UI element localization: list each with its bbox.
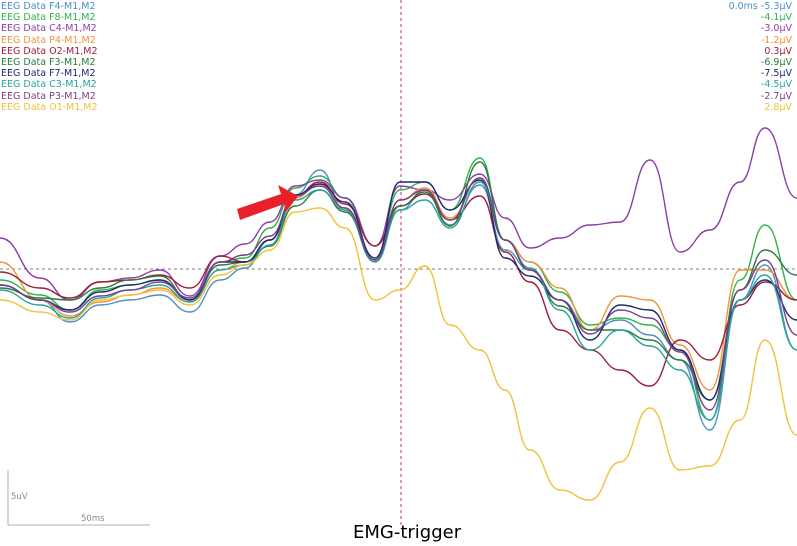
eeg-trace-5 (0, 181, 797, 387)
channel-value: -7.5µV (760, 68, 792, 80)
channel-value: -4.5µV (760, 79, 792, 91)
cursor-time: 0.0ms -5.3µV (728, 1, 792, 12)
channel-label: EEG Data O1-M1,M2 (1, 101, 98, 113)
time-scale-label: 50ms (81, 514, 105, 524)
eeg-trace-1 (0, 169, 797, 431)
emg-trigger-caption: EMG-trigger (353, 522, 462, 543)
channel-label: EEG Data F7-M1,M2 (1, 68, 96, 80)
channel-label: EEG Data O2-M1,M2 (1, 45, 98, 57)
eeg-trace-8 (0, 181, 797, 421)
channel-value: -6.9µV (760, 57, 792, 69)
channel-label: EEG Data P3-M1,M2 (1, 90, 96, 102)
arrow-icon (237, 185, 298, 220)
channel-label: EEG Data P4-M1,M2 (1, 34, 96, 46)
channel-legend: EEG Data F4-M1,M2 EEG Data F8-M1,M2 EEG Da… (1, 1, 98, 113)
eeg-traces (0, 127, 797, 501)
channel-value: 0.3µV (764, 45, 792, 57)
eeg-trace-7 (0, 179, 797, 401)
channel-label: EEG Data C4-M1,M2 (1, 23, 97, 35)
channel-value: -2.7µV (760, 90, 792, 102)
channel-value: -4.1µV (760, 12, 792, 24)
eeg-trace-10 (0, 207, 797, 501)
channel-label: EEG Data F4-M1,M2 (1, 1, 96, 12)
channel-values: 0.0ms -5.3µV -4.1µV -3.0µV -1.2µV 0.3µV -6.9… (729, 1, 792, 113)
channel-label: EEG Data F8-M1,M2 (1, 12, 96, 24)
eeg-trace-9 (0, 177, 797, 411)
channel-value: -3.0µV (760, 23, 792, 35)
channel-label: EEG Data C3-M1,M2 (1, 79, 97, 91)
channel-value: -1.2µV (760, 34, 792, 46)
eeg-trace-3 (0, 127, 797, 301)
amplitude-scale-label: 5uV (11, 492, 28, 502)
channel-value: -5.3µV (760, 1, 792, 12)
channel-label: EEG Data F3-M1,M2 (1, 57, 96, 69)
channel-value: 2.8µV (764, 101, 792, 113)
eeg-trace-6 (0, 161, 797, 401)
eeg-trace-2 (0, 157, 797, 421)
scale-bar (7, 470, 150, 526)
